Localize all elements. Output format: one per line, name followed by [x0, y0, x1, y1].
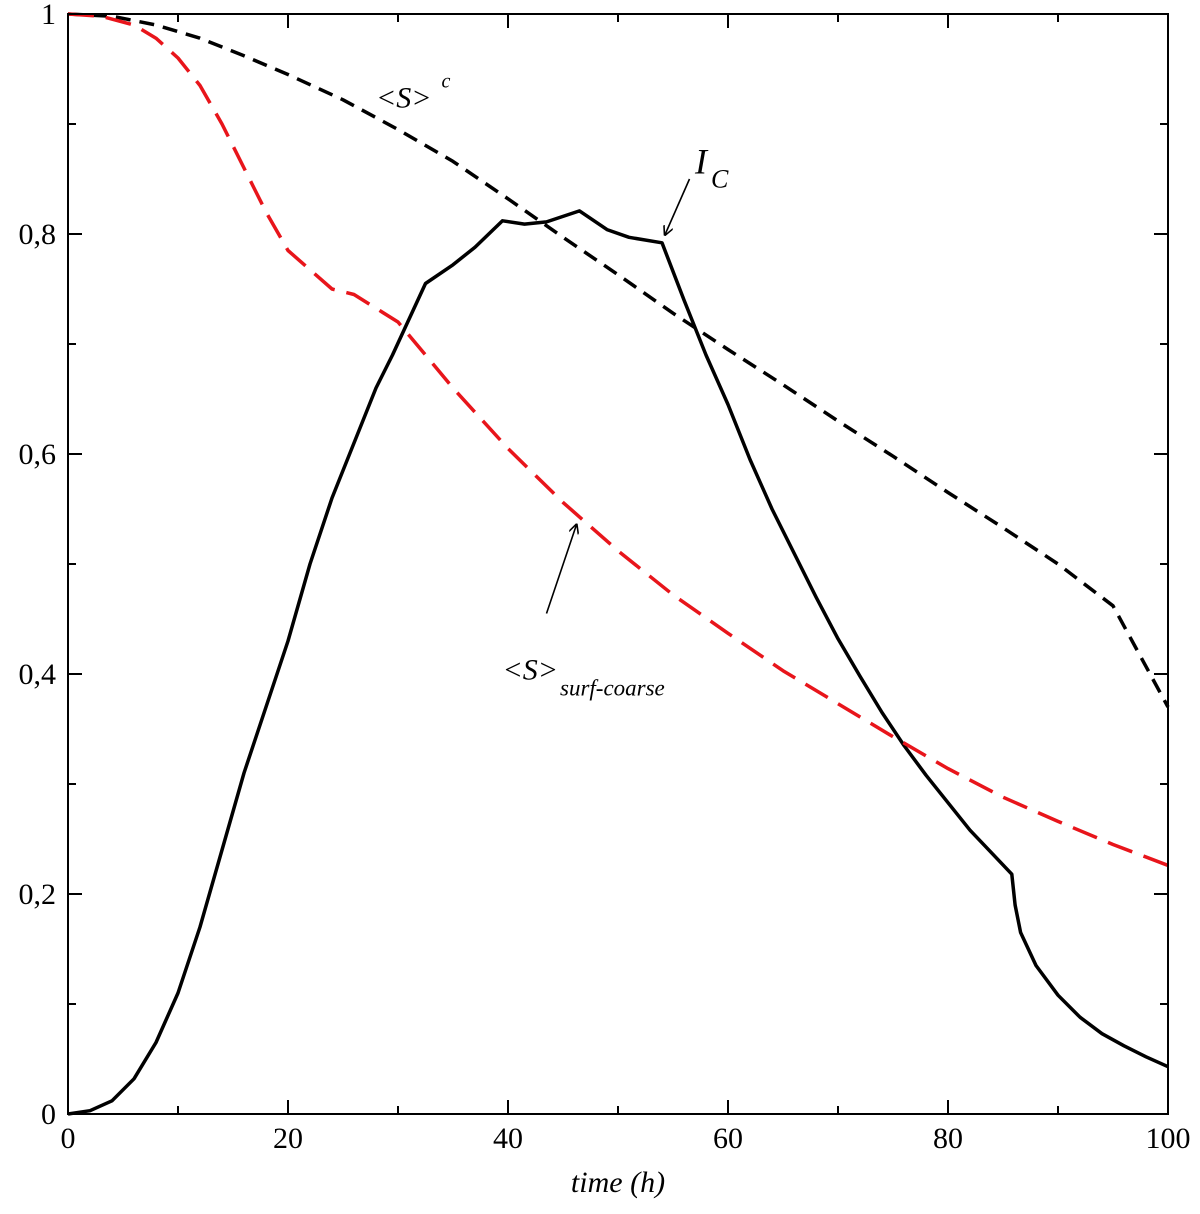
s-surf-label: <S>surf-coarse — [503, 654, 665, 701]
s-c-label-main: <S> — [376, 82, 432, 115]
s-c-label-sup: c — [442, 71, 451, 93]
s-c-label: <S> c — [376, 71, 451, 115]
y-tick-label: 1 — [41, 0, 56, 31]
axes-layer — [67, 13, 1169, 1115]
y-tick-label: 0 — [41, 1098, 56, 1131]
x-axis-title: time (h) — [571, 1166, 665, 1199]
x-tick-label: 100 — [1146, 1122, 1191, 1155]
x-tick-label: 60 — [713, 1122, 743, 1155]
tick-layer: 0 20 40 60 80 100 0 0,2 0,4 0,6 0,8 1 — [19, 0, 1191, 1155]
x-tick-label: 20 — [273, 1122, 303, 1155]
arrow-layer — [545, 178, 691, 614]
ic-label-main: I — [694, 142, 709, 182]
series-line-s_c — [67, 12, 1170, 708]
s-surf-label-main: <S> — [503, 654, 559, 687]
series-line-s_surf — [67, 12, 1169, 868]
y-tick-label: 0,8 — [19, 218, 57, 251]
y-tick-label: 0,2 — [19, 878, 57, 911]
x-tick-label: 80 — [933, 1122, 963, 1155]
plot-frame — [67, 13, 1169, 1115]
x-tick-label: 40 — [493, 1122, 523, 1155]
y-tick-label: 0,4 — [19, 658, 57, 691]
series-line-ic — [67, 209, 1169, 1116]
s-surf-label-sub: surf-coarse — [560, 676, 665, 701]
x-tick-label: 0 — [61, 1122, 76, 1155]
ic-label-sub: C — [711, 165, 729, 194]
series-layer — [67, 12, 1170, 1116]
annotation-arrow — [665, 178, 691, 234]
y-tick-label: 0,6 — [19, 438, 57, 471]
annotation-arrow — [545, 526, 577, 614]
